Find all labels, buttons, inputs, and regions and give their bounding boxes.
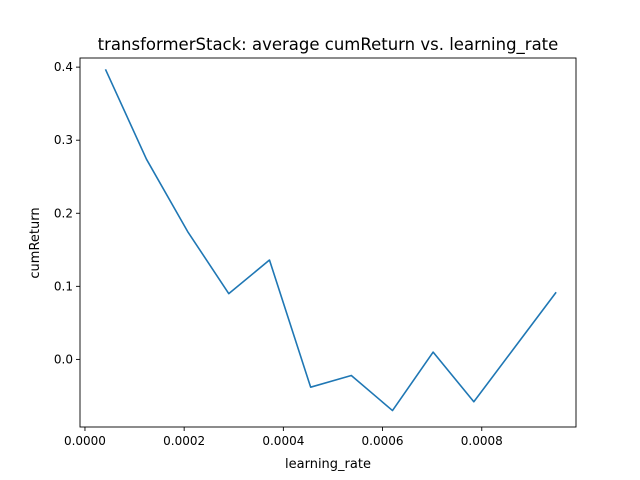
y-axis-label: cumReturn xyxy=(28,207,43,278)
chart-title: transformerStack: average cumReturn vs. … xyxy=(98,35,559,55)
x-tick-label: 0.0006 xyxy=(362,434,404,448)
y-tick-label: 0.2 xyxy=(54,206,73,220)
y-tick-label: 0.0 xyxy=(54,352,73,366)
plot-area: 0.0000 0.0002 0.0004 0.0006 0.0008 0.0 0.1 0.2 0… xyxy=(54,57,577,448)
series-line-0 xyxy=(104,69,557,412)
y-tick-label: 0.3 xyxy=(54,133,73,147)
x-tick-label: 0.0000 xyxy=(64,434,106,448)
y-tick-label: 0.1 xyxy=(54,279,73,293)
x-tick-label: 0.0002 xyxy=(163,434,205,448)
y-tick-label: 0.4 xyxy=(54,60,73,74)
x-tick-label: 0.0008 xyxy=(461,434,503,448)
plot-frame xyxy=(79,57,577,428)
x-axis-label: learning_rate xyxy=(285,457,371,472)
x-tick-label: 0.0004 xyxy=(262,434,304,448)
